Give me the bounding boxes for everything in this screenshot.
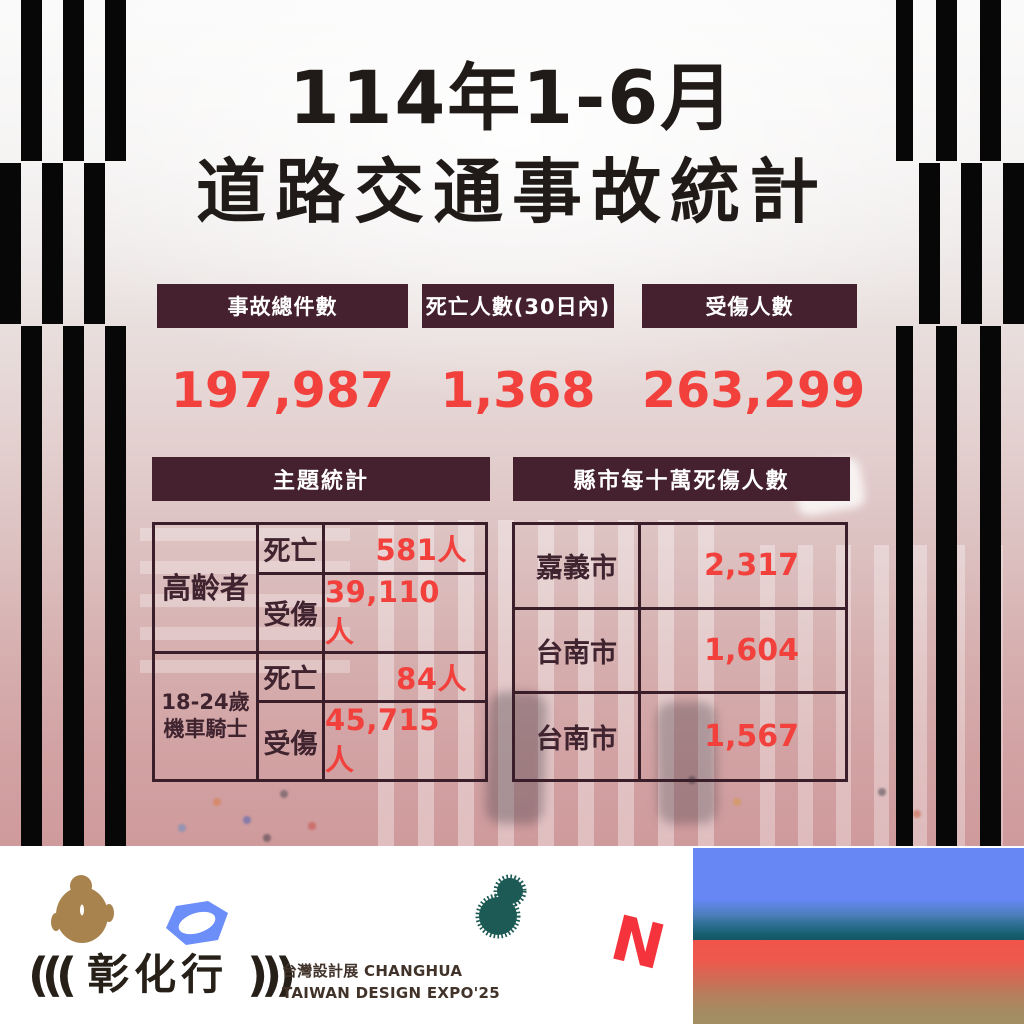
footer: N ((( 彰化行 ))) 台灣設計展 CHANGHUA TAIWAN DESI… (0, 846, 1024, 1024)
topic-table: 高齡者 死亡 581人 受傷 39,110人 18-24歲 機車騎士 死亡 84… (152, 522, 488, 782)
title-line-2: 道路交通事故統計 (196, 151, 828, 233)
barcode-right-middle (916, 163, 1024, 324)
city-name: 台南市 (515, 694, 641, 779)
category-young-riders: 18-24歲 機車騎士 (155, 650, 259, 779)
spiky-blob-icon (473, 872, 531, 946)
color-band-graphic (693, 848, 1024, 1024)
stat-value: 1,368 (440, 362, 596, 419)
stat-value: 263,299 (642, 362, 866, 419)
stat-total-accidents: 事故總件數 197,987 (157, 284, 408, 419)
logo-open-parens: ((( (28, 948, 77, 1002)
barcode-left-middle (0, 163, 106, 324)
stat-label: 事故總件數 (157, 284, 408, 328)
barcode-right-bottom (896, 326, 1024, 846)
expo-line-2: TAIWAN DESIGN EXPO'25 (282, 983, 501, 1002)
row-value: 39,110人 (325, 575, 485, 654)
color-band-red-tan (693, 940, 1024, 1024)
row-label-death: 死亡 (259, 525, 325, 575)
city-value: 2,317 (641, 525, 845, 610)
category-elderly: 高齡者 (155, 525, 259, 654)
row-label-injured: 受傷 (259, 574, 325, 654)
stat-injured: 受傷人數 263,299 (642, 284, 866, 419)
city-value: 1,604 (641, 610, 845, 695)
stat-label: 受傷人數 (642, 284, 857, 328)
row-label-death: 死亡 (259, 653, 325, 703)
letter-n-icon: N (604, 900, 673, 985)
person-blob-icon (45, 870, 120, 954)
city-table-header: 縣市每十萬死傷人數 (513, 457, 850, 501)
design-expo-credit: 台灣設計展 CHANGHUA TAIWAN DESIGN EXPO'25 (282, 961, 500, 1005)
stat-deaths-30days: 死亡人數(30日內) 1,368 (422, 284, 614, 419)
barcode-left-top (0, 0, 127, 161)
city-table: 嘉義市 2,317 台南市 1,604 台南市 1,567 (512, 522, 848, 782)
city-name: 台南市 (515, 609, 641, 695)
expo-line-1: 台灣設計展 CHANGHUA (282, 962, 463, 980)
topic-table-header: 主題統計 (152, 457, 490, 501)
barcode-right-top (896, 0, 1024, 161)
changhua-logo: ((( 彰化行 ))) (28, 948, 296, 1002)
hexagon-ring-icon (164, 901, 230, 949)
barcode-left-bottom (0, 326, 127, 846)
title-line-1: 114年1-6月 (288, 56, 736, 141)
color-band-blue-teal (693, 848, 1024, 940)
row-label-injured: 受傷 (259, 703, 325, 779)
city-value: 1,567 (704, 719, 799, 755)
logo-close-parens: ))) (247, 948, 296, 1002)
row-value: 45,715人 (325, 703, 440, 777)
logo-wordmark: 彰化行 (87, 950, 229, 999)
row-value: 581人 (325, 525, 485, 575)
stat-label: 死亡人數(30日內) (422, 284, 614, 328)
stat-value: 197,987 (170, 362, 395, 419)
page-title: 114年1-6月 道路交通事故統計 (0, 62, 1024, 227)
city-name: 嘉義市 (515, 525, 641, 610)
row-value: 84人 (325, 654, 485, 703)
